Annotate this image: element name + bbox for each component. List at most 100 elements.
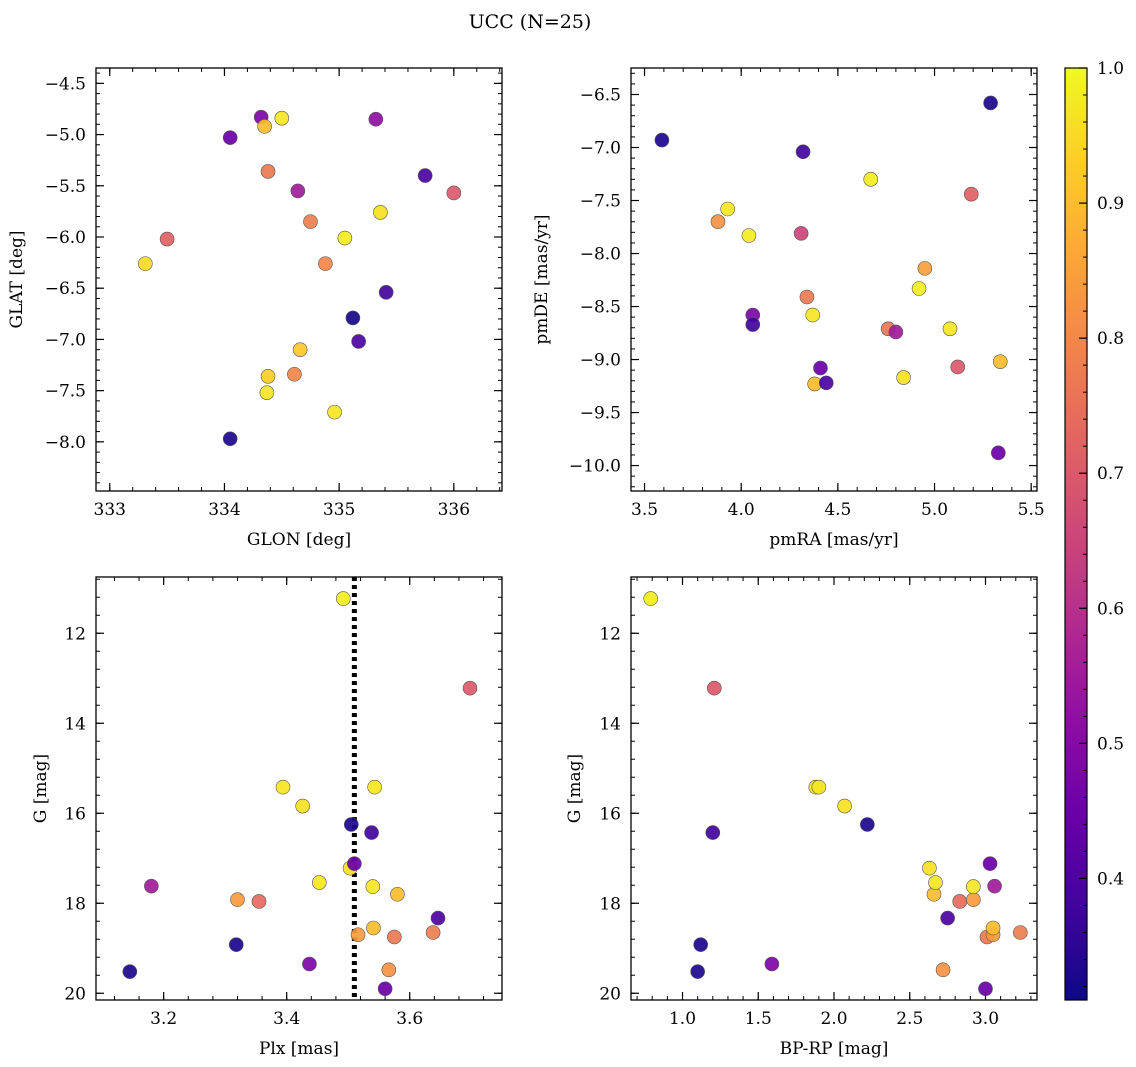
data-point [764, 956, 780, 972]
x-tick-label: 3.0 [972, 1009, 999, 1029]
x-axis-label: BP-RP [mag] [780, 1039, 889, 1059]
data-point [991, 445, 1006, 461]
colorbar-tick-label: 0.8 [1097, 329, 1124, 349]
data-point [303, 214, 318, 229]
data-point [275, 779, 291, 795]
panel-glon-glat: 333 334 335 336 −4.5 −5.0 −5.5 −6.0 −6.5 −7.0 −7.5… [7, 67, 503, 550]
x-tick-label: 4.5 [824, 500, 851, 520]
data-point [368, 111, 384, 127]
data-point [952, 894, 968, 909]
data-point [860, 817, 875, 832]
data-point [720, 201, 735, 217]
data-point [345, 310, 361, 326]
data-point [430, 910, 446, 926]
y-tick-label: −7.0 [580, 139, 621, 159]
y-axis-label: GLAT [deg] [7, 230, 27, 328]
data-point [387, 929, 402, 945]
data-point [230, 892, 245, 907]
data-point [366, 920, 381, 936]
data-point [911, 281, 927, 296]
data-point [378, 285, 394, 300]
data-point [982, 856, 998, 871]
y-tick-label: −7.5 [580, 192, 621, 212]
x-tick-label: 3.4 [273, 1009, 300, 1029]
x-tick-label: 3.6 [396, 1009, 423, 1029]
data-point [259, 385, 275, 400]
x-tick-label: 5.0 [921, 500, 948, 520]
data-point [705, 825, 721, 840]
data-point [935, 962, 951, 978]
data-point [922, 860, 937, 876]
x-tick-label: 334 [208, 500, 240, 520]
data-point [260, 164, 276, 179]
data-point [390, 886, 405, 902]
data-point [966, 879, 981, 894]
y-tick-label: −7.5 [45, 382, 86, 402]
data-point [992, 354, 1008, 369]
x-tick-label: 2.5 [896, 1009, 923, 1029]
data-point [805, 307, 821, 323]
data-point [343, 817, 359, 832]
y-tick-label: 12 [599, 624, 621, 644]
data-point [863, 172, 879, 187]
data-point [228, 937, 244, 952]
y-tick-label: −6.5 [45, 279, 86, 299]
data-point [987, 878, 1002, 894]
data-point [302, 956, 317, 972]
data-point [350, 927, 366, 943]
y-tick-label: 14 [599, 714, 621, 734]
data-point [643, 591, 658, 606]
data-point [818, 375, 834, 391]
colorbar-tick-label: 0.7 [1097, 464, 1124, 484]
x-axis-label: pmRA [mas/yr] [769, 530, 898, 550]
data-point [159, 231, 175, 247]
data-point [274, 110, 290, 126]
colorbar-tick-label: 1.0 [1097, 59, 1124, 79]
colorbar-tick-label: 0.5 [1097, 734, 1124, 754]
data-point [983, 95, 998, 111]
panel-bprp-g: 1.0 1.5 2.0 2.5 3.0 12 14 16 18 20 BP-RP [mag] G [m… [565, 576, 1038, 1059]
panel-plx-g: 3.2 3.4 3.6 12 14 16 18 20 Plx [mas] G [mag] [31, 576, 503, 1059]
y-tick-label: −8.5 [580, 298, 621, 318]
x-tick-label: 2.0 [820, 1009, 847, 1029]
x-tick-label: 1.5 [745, 1009, 772, 1029]
data-point [654, 132, 670, 148]
colorbar-tick-label: 0.9 [1097, 194, 1124, 214]
y-tick-label: 14 [64, 714, 86, 734]
data-point [813, 360, 828, 376]
x-tick-label: 4.0 [728, 500, 755, 520]
y-tick-label: 18 [64, 894, 86, 914]
data-point [367, 779, 382, 795]
data-point [741, 228, 757, 243]
data-point [337, 230, 353, 246]
data-point [351, 334, 366, 349]
y-tick-label: −8.0 [580, 245, 621, 265]
figure-title: UCC (N=25) [469, 11, 592, 33]
data-point [365, 879, 381, 894]
data-point [222, 130, 238, 145]
y-tick-label: 20 [599, 984, 621, 1004]
x-tick-label: 336 [438, 500, 470, 520]
y-tick-label: 16 [599, 804, 621, 824]
data-point [928, 875, 943, 890]
y-tick-label: 18 [599, 894, 621, 914]
y-tick-label: −9.5 [580, 404, 621, 424]
data-point [446, 185, 462, 201]
y-tick-label: −8.0 [45, 433, 86, 453]
data-point [462, 680, 478, 696]
axes-frame [630, 576, 1038, 1001]
y-axis-label: G [mag] [31, 754, 51, 823]
colorbar-gradient [1064, 67, 1088, 1001]
data-point [966, 892, 981, 907]
y-tick-label: −7.0 [45, 330, 86, 350]
data-point [793, 226, 809, 241]
axes-frame [630, 67, 1038, 492]
data-point [978, 981, 993, 997]
data-point [373, 205, 388, 220]
data-point [795, 144, 811, 160]
y-tick-label: −4.5 [45, 74, 86, 94]
data-point [311, 875, 327, 890]
data-point [377, 981, 393, 997]
y-axis-label: G [mag] [565, 754, 585, 823]
